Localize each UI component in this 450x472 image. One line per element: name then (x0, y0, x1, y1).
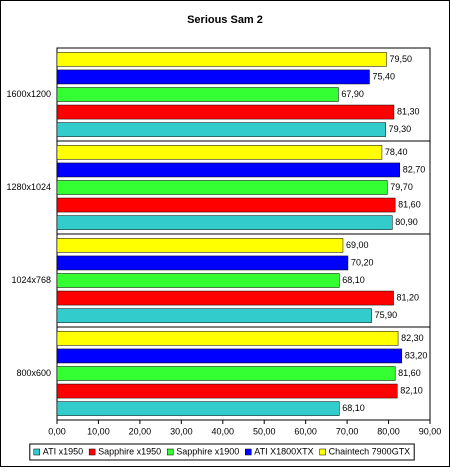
y-tick-label: 1024x768 (11, 275, 51, 285)
value-label: 82,30 (401, 333, 424, 343)
value-label-bg (394, 105, 422, 120)
bar (56, 122, 386, 137)
bar (56, 383, 398, 399)
value-label: 75,90 (375, 310, 398, 320)
value-label: 78,40 (385, 147, 408, 157)
bar (56, 197, 396, 213)
legend-label: ATI X1800XTX (254, 446, 313, 456)
x-tick-label: 30,00 (170, 426, 193, 436)
value-label-bg (372, 308, 400, 323)
y-tick-label: 1600x1200 (6, 89, 51, 99)
value-label-bg (343, 238, 371, 253)
x-tick-label: 90,00 (419, 426, 442, 436)
value-label: 81,60 (398, 368, 421, 378)
chart-title: Serious Sam 2 (187, 14, 263, 26)
y-tick-label: 800x600 (16, 368, 51, 378)
value-label: 79,50 (389, 54, 412, 64)
value-label: 69,00 (346, 240, 369, 250)
value-label: 80,90 (395, 217, 418, 227)
value-label: 83,20 (405, 350, 428, 360)
value-label: 81,30 (397, 106, 420, 116)
x-tick-label: 20,00 (129, 426, 152, 436)
legend-box (29, 443, 415, 461)
value-label-bg (402, 348, 430, 363)
legend-label: ATI x1950 (43, 446, 83, 456)
value-label-bg (399, 331, 426, 346)
x-tick-label: 80,00 (377, 426, 400, 436)
bar (56, 145, 383, 160)
value-label: 68,10 (342, 275, 365, 285)
bar (56, 104, 395, 120)
value-label: 81,20 (397, 292, 420, 302)
value-label-bg (339, 87, 366, 102)
value-label-bg (340, 273, 367, 288)
legend-label: Sapphire x1900 (176, 446, 239, 456)
value-label: 81,60 (398, 199, 421, 209)
bar (56, 348, 403, 364)
value-label-bg (396, 366, 423, 381)
value-label: 82,10 (400, 385, 423, 395)
legend-swatch (33, 448, 41, 456)
value-label-bg (370, 69, 398, 84)
value-label-bg (396, 198, 423, 213)
legend-label: Chaintech 7900GTX (329, 446, 411, 456)
legend-swatch (319, 448, 326, 456)
bar (56, 180, 388, 195)
bar (56, 366, 396, 381)
bar (56, 162, 400, 178)
x-tick-label: 60,00 (294, 426, 317, 436)
value-label: 75,40 (372, 71, 395, 81)
value-label: 82,70 (403, 164, 426, 174)
legend-swatch (245, 448, 252, 456)
legend-label: Sapphire x1950 (98, 446, 161, 456)
legend-swatch (166, 448, 174, 456)
bar (56, 87, 339, 102)
value-label-bg (393, 215, 420, 230)
value-label: 79,30 (389, 124, 412, 134)
bar (56, 401, 340, 416)
bar (56, 331, 399, 346)
bar (56, 52, 387, 67)
bar (56, 255, 349, 271)
value-label-bg (400, 162, 428, 177)
bar (56, 238, 344, 253)
value-label-bg (394, 291, 422, 306)
value-label-bg (388, 180, 415, 195)
bar (56, 69, 370, 85)
x-tick-label: 0,00 (48, 426, 66, 436)
value-label: 70,20 (351, 257, 374, 267)
x-tick-label: 40,00 (212, 426, 235, 436)
bar (56, 215, 393, 230)
value-label-bg (348, 255, 376, 270)
bar (56, 308, 372, 323)
x-tick-label: 50,00 (253, 426, 276, 436)
y-tick-label: 1280x1024 (6, 182, 51, 192)
x-tick-label: 10,00 (87, 426, 110, 436)
value-label-bg (386, 122, 414, 137)
x-tick-label: 70,00 (336, 426, 359, 436)
legend-swatch (88, 448, 96, 456)
value-label: 68,10 (342, 403, 365, 413)
value-label-bg (387, 52, 415, 67)
value-label-bg (340, 401, 367, 416)
bar (56, 290, 394, 306)
value-label: 67,90 (341, 89, 364, 99)
value-label-bg (382, 145, 410, 160)
value-label: 79,70 (390, 182, 413, 192)
value-label-bg (398, 384, 425, 399)
bar (56, 273, 340, 288)
